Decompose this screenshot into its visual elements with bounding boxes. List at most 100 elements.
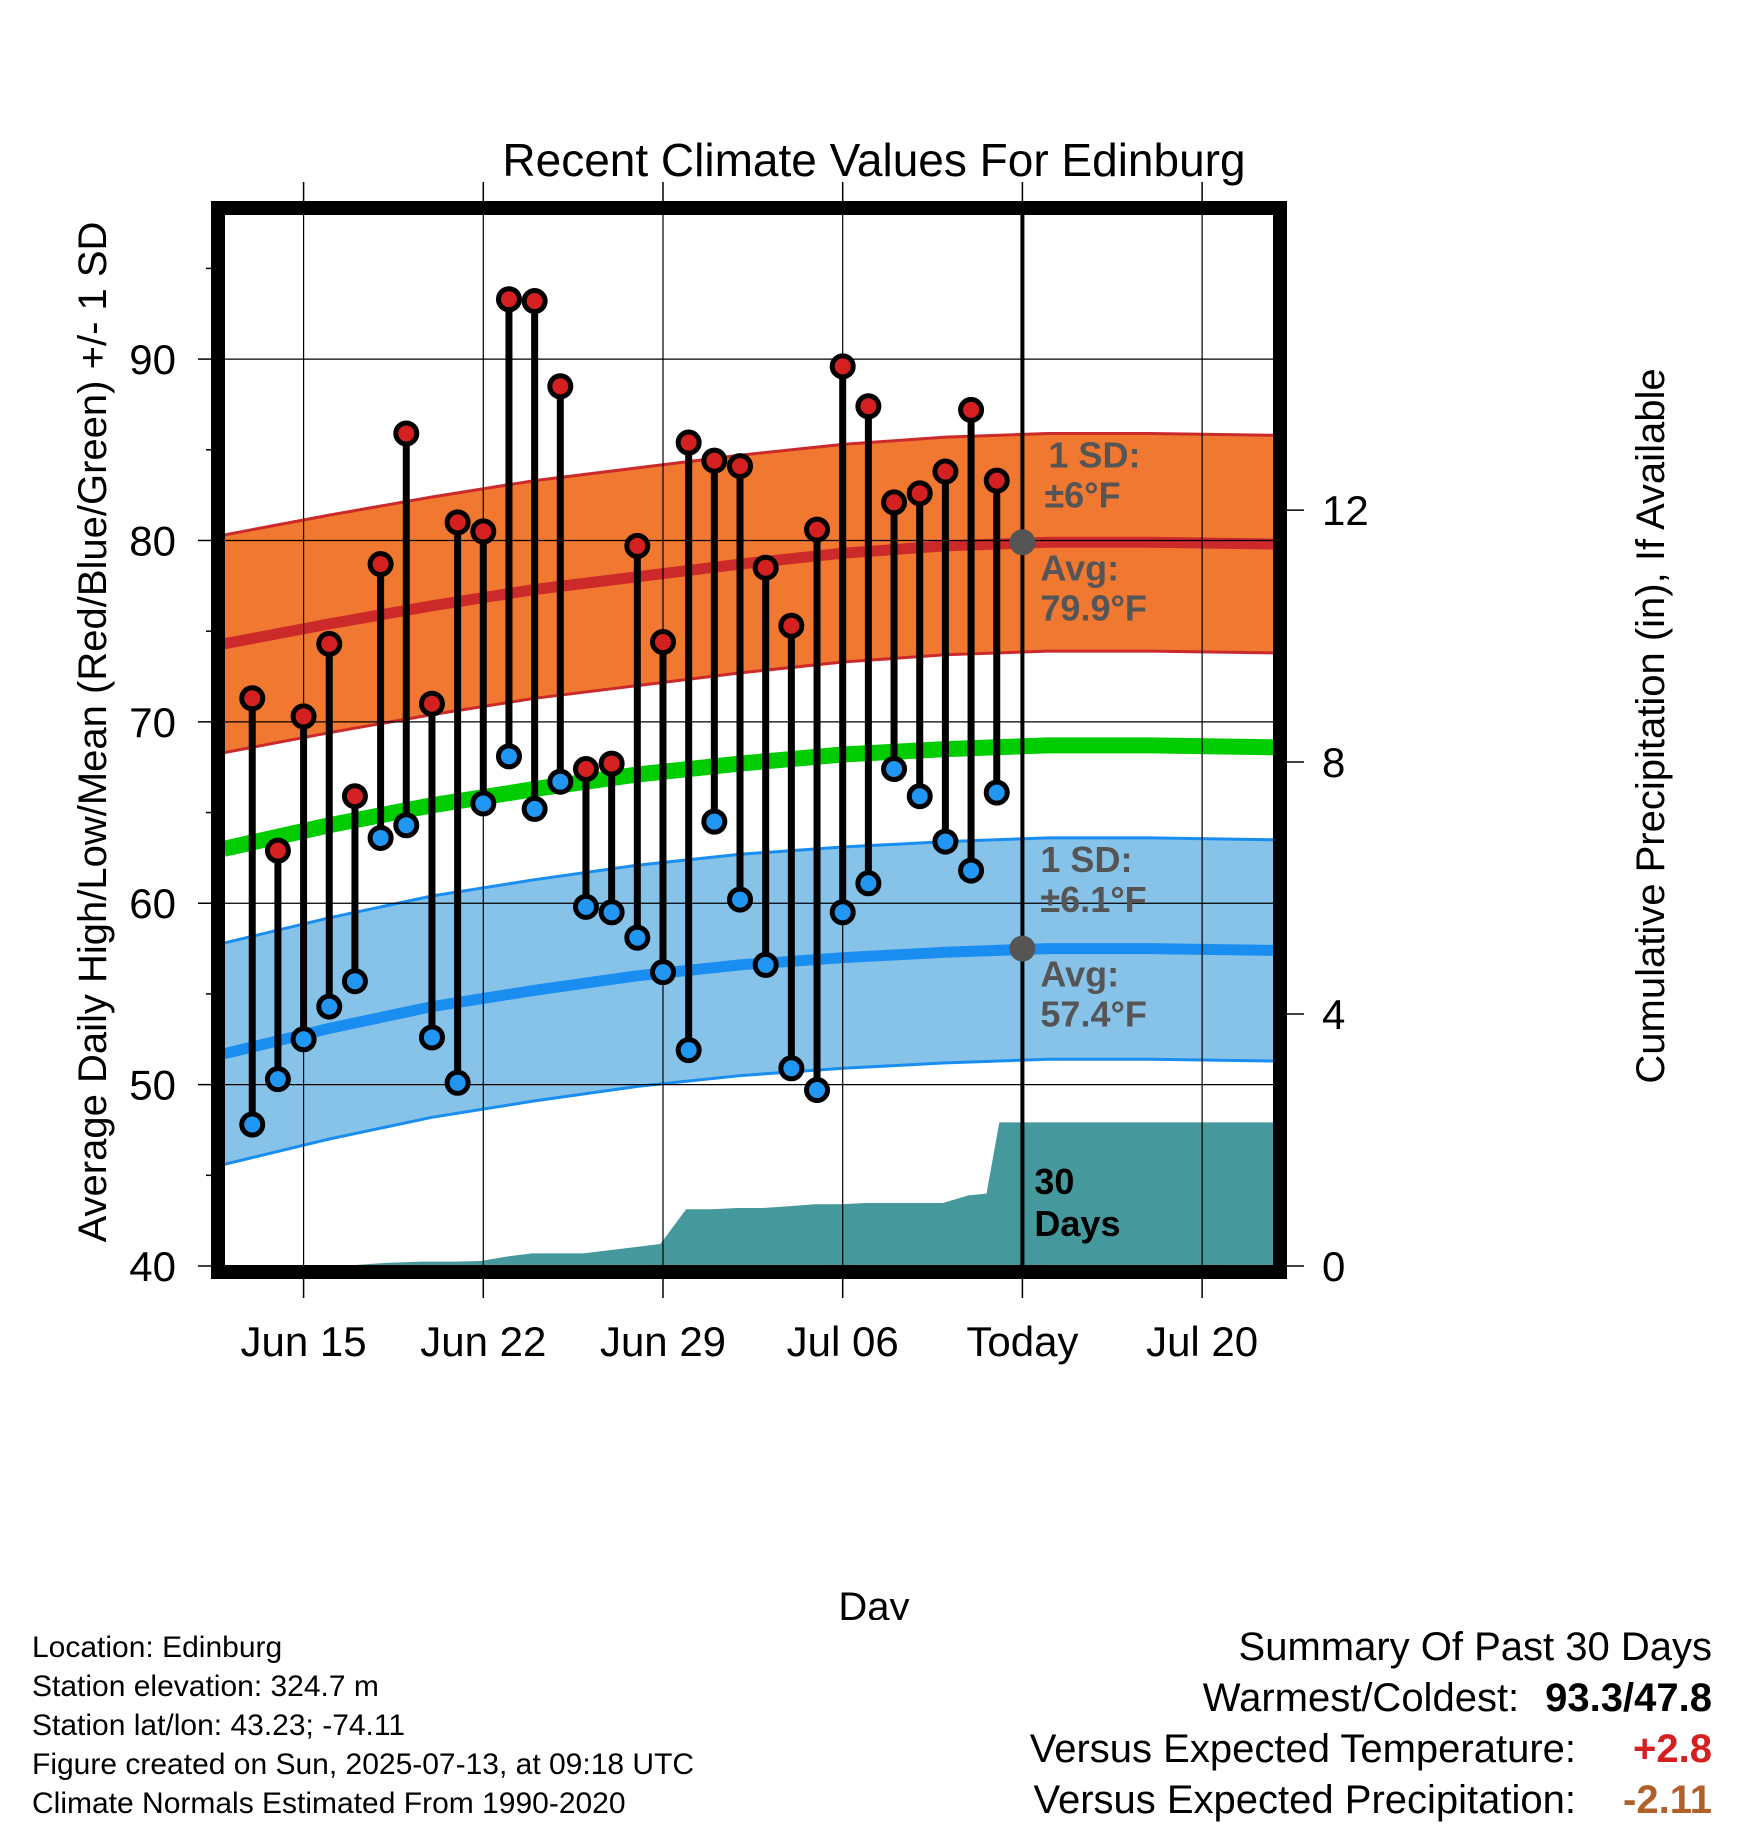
x-tick-label: Today — [966, 1318, 1078, 1365]
low-sd-band — [224, 837, 1274, 1165]
low-sd-lower-edge — [224, 1057, 1274, 1166]
daily-high-point — [855, 393, 882, 420]
daily-low-point — [495, 743, 522, 770]
daily-low-point — [470, 790, 497, 817]
daily-low-point — [752, 951, 779, 978]
warmest-row: Warmest/Coldest: 93.3/47.8 — [1030, 1673, 1712, 1724]
daily-low-point — [804, 1077, 831, 1104]
normals-text: Climate Normals Estimated From 1990-2020 — [32, 1787, 626, 1820]
daily-high-point — [521, 288, 548, 315]
daily-low-point — [598, 899, 625, 926]
daily-low-point — [290, 1026, 317, 1053]
daily-high-point — [624, 532, 651, 559]
y-tick-label-left: 80 — [129, 517, 176, 564]
low-sd-value: ±6.1°F — [1040, 879, 1146, 920]
elevation-text: Station elevation: 324.7 m — [32, 1670, 379, 1703]
y-tick-label-left: 50 — [129, 1062, 176, 1109]
high-avg-value: 79.9°F — [1040, 587, 1146, 628]
precip-label: Versus Expected Precipitation: — [1033, 1778, 1576, 1822]
today-high-avg-marker — [1009, 529, 1036, 556]
precip-days-label: 30 — [1034, 1161, 1074, 1202]
y-tick-label-left: 60 — [129, 880, 176, 927]
summary-title: Summary Of Past 30 Days — [1238, 1625, 1712, 1669]
daily-high-point — [264, 837, 291, 864]
temp-value: +2.8 — [1633, 1727, 1712, 1771]
daily-high-point — [829, 353, 856, 380]
daily-high-point — [367, 551, 394, 578]
warmest-value: 93.3/47.8 — [1545, 1676, 1712, 1720]
daily-low-point — [521, 795, 548, 822]
daily-low-point — [239, 1111, 266, 1138]
precip-row: Versus Expected Precipitation: -2.11 — [1030, 1775, 1712, 1826]
y-axis-label-right: Cumulative Precipitation (in), If Availa… — [1629, 368, 1673, 1083]
daily-high-point — [675, 429, 702, 456]
climate-chart: Recent Climate Values For Edinburg 1 SD:… — [71, 134, 1673, 1620]
daily-high-point — [341, 783, 368, 810]
today-low-avg-marker — [1009, 935, 1036, 962]
daily-high-point — [752, 554, 779, 581]
daily-low-point — [701, 808, 728, 835]
daily-low-point — [727, 886, 754, 913]
daily-high-point — [547, 373, 574, 400]
low-sd-label: 1 SD: — [1040, 839, 1132, 880]
precip-days-label-2: Days — [1034, 1203, 1120, 1244]
grid — [224, 214, 1274, 1266]
daily-low-point — [393, 812, 420, 839]
y-tick-label-left: 90 — [129, 336, 176, 383]
warmest-label: Warmest/Coldest: — [1202, 1676, 1520, 1720]
x-tick-label: Jun 22 — [420, 1318, 546, 1365]
daily-low-point — [444, 1069, 471, 1096]
precip-area — [224, 1122, 1274, 1266]
daily-low-point — [264, 1066, 291, 1093]
y-tick-label-left: 40 — [129, 1243, 176, 1290]
daily-low-point — [778, 1055, 805, 1082]
high-sd-label: 1 SD: — [1048, 434, 1140, 475]
daily-high-point — [804, 516, 831, 543]
x-axis-label: Day — [838, 1585, 909, 1620]
temp-label: Versus Expected Temperature: — [1029, 1727, 1576, 1771]
daily-low-point — [906, 783, 933, 810]
daily-high-point — [727, 453, 754, 480]
daily-low-point — [829, 899, 856, 926]
x-tick-label: Jun 29 — [600, 1318, 726, 1365]
daily-low-point — [932, 828, 959, 855]
x-tick-label: Jun 15 — [241, 1318, 367, 1365]
daily-low-point — [316, 993, 343, 1020]
low-avg-label: Avg: — [1040, 954, 1119, 995]
daily-low-point — [547, 768, 574, 795]
y-tick-label-right: 8 — [1322, 739, 1345, 786]
daily-high-point — [418, 690, 445, 717]
axes: 40 50 60 70 80 90 0 4 8 12 Jun 15 Jun 22 Jun 29 Jul 0… — [129, 182, 1369, 1365]
plot-frame — [211, 201, 1287, 1279]
high-avg-label: Avg: — [1040, 547, 1119, 588]
daily-low-point — [675, 1037, 702, 1064]
created-text: Figure created on Sun, 2025-07-13, at 09… — [32, 1748, 695, 1781]
chart-title: Recent Climate Values For Edinburg — [502, 134, 1245, 186]
daily-high-point — [598, 750, 625, 777]
daily-high-point — [393, 420, 420, 447]
temp-row: Versus Expected Temperature: +2.8 — [1030, 1724, 1712, 1775]
daily-high-point — [444, 509, 471, 536]
daily-high-point — [881, 489, 908, 516]
x-tick-label: Jul 20 — [1146, 1318, 1258, 1365]
daily-high-point — [778, 612, 805, 639]
daily-high-point — [470, 518, 497, 545]
daily-high-point — [572, 756, 599, 783]
daily-high-point — [958, 396, 985, 423]
precip-value: -2.11 — [1623, 1778, 1712, 1822]
y-tick-label-left: 70 — [129, 699, 176, 746]
y-axis-label-left: Average Daily High/Low/Mean (Red/Blue/Gr… — [71, 222, 115, 1243]
low-mean-line — [224, 943, 1274, 1060]
station-info: Location: Edinburg Station elevation: 32… — [32, 1628, 694, 1823]
latlon-text: Station lat/lon: 43.23; -74.11 — [32, 1709, 406, 1742]
y-tick-label-right: 0 — [1322, 1243, 1345, 1290]
daily-low-point — [958, 857, 985, 884]
daily-high-point — [495, 286, 522, 313]
summary-panel: Summary Of Past 30 Days Warmest/Coldest:… — [1030, 1622, 1712, 1826]
x-tick-label: Jul 06 — [787, 1318, 899, 1365]
annotations: 1 SD: ±6°F Avg: 79.9°F 1 SD: ±6.1°F Avg:… — [1034, 434, 1146, 1244]
daily-low-point — [572, 893, 599, 920]
daily-high-point — [290, 703, 317, 730]
daily-low-point — [881, 756, 908, 783]
daily-marks — [239, 286, 1036, 1138]
